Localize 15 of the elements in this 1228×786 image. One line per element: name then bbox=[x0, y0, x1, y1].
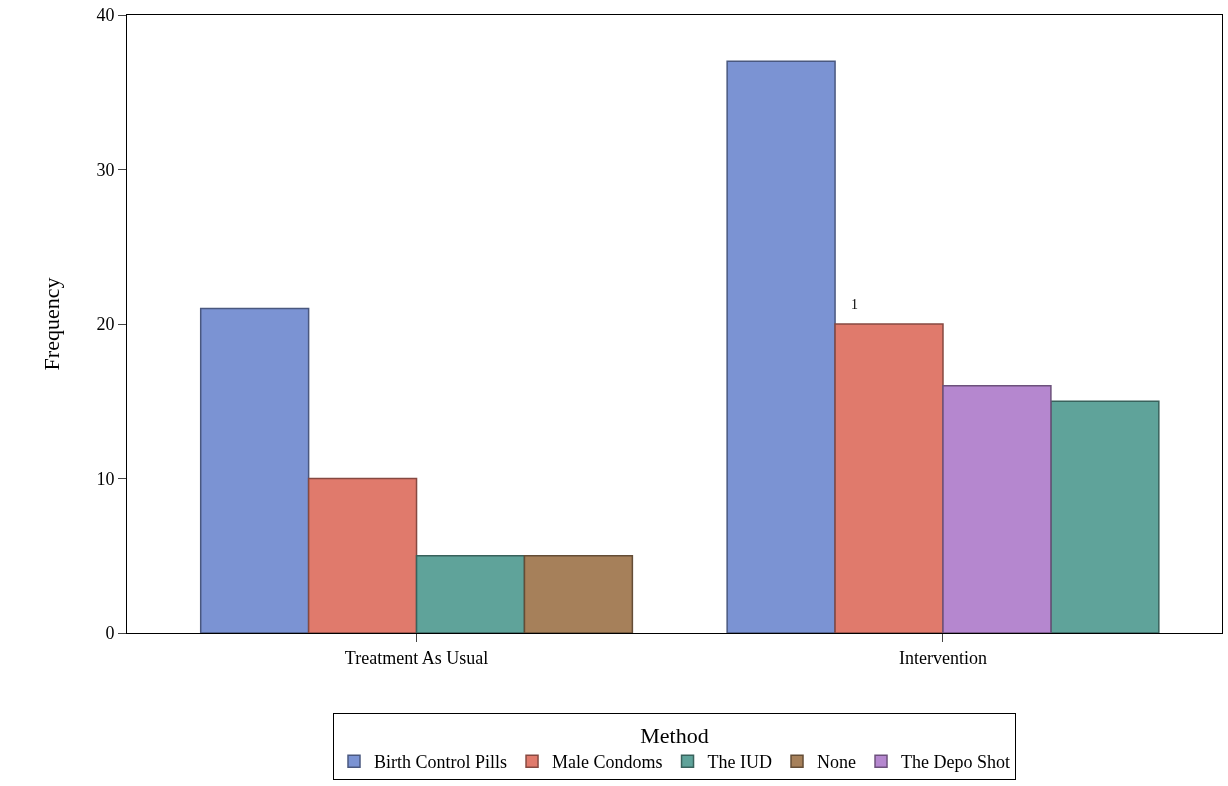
x-tick-label: Intervention bbox=[899, 647, 987, 668]
legend-label: The IUD bbox=[707, 752, 773, 773]
annotation: 1 bbox=[851, 297, 858, 312]
legend-label: The Depo Shot bbox=[901, 752, 1010, 773]
legend-label: Birth Control Pills bbox=[374, 752, 508, 773]
y-axis-title: Frequency bbox=[39, 277, 65, 371]
y-tick-label: 20 bbox=[96, 314, 115, 335]
legend-title: Method bbox=[640, 722, 709, 748]
x-tick-label: Treatment As Usual bbox=[344, 647, 489, 668]
y-tick-label: 0 bbox=[105, 623, 115, 644]
y-tick-label: 10 bbox=[96, 468, 115, 489]
y-tick-label: 30 bbox=[96, 159, 115, 180]
legend-label: Male Condoms bbox=[552, 752, 663, 773]
y-tick-label: 40 bbox=[96, 5, 115, 26]
legend-label: None bbox=[817, 752, 857, 773]
